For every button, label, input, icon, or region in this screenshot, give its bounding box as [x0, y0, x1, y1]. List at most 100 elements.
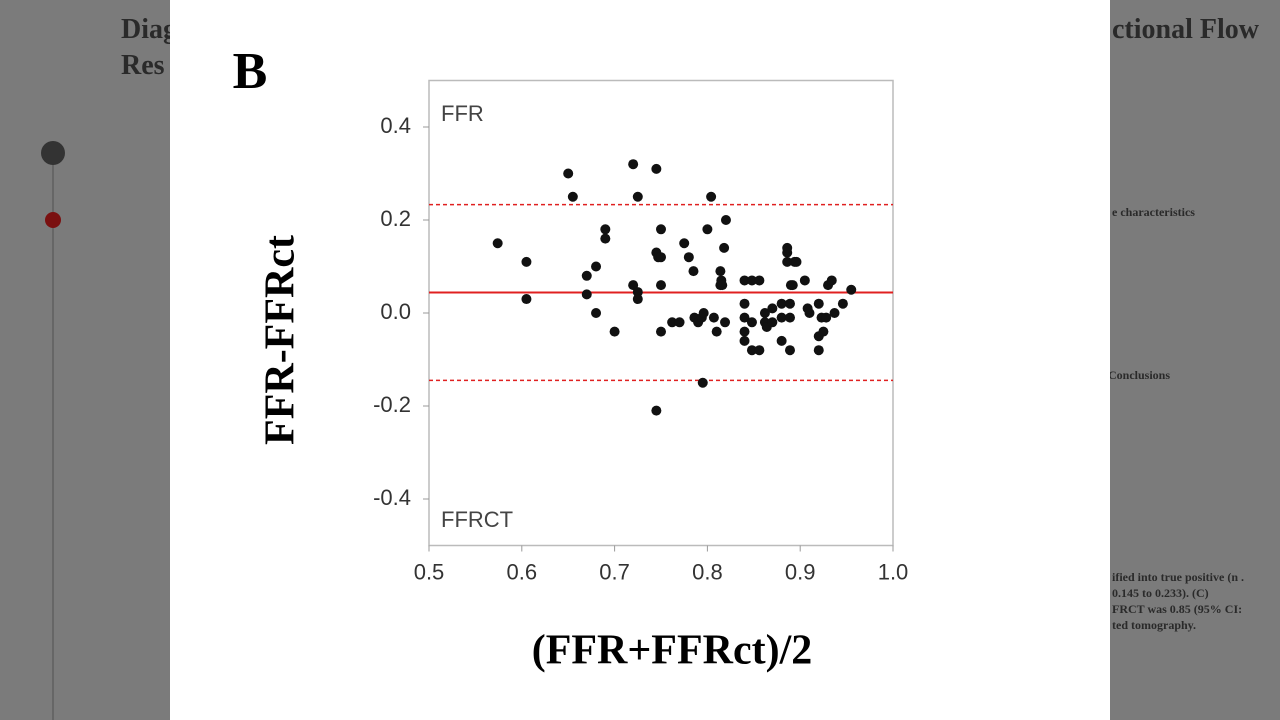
point	[746, 317, 757, 328]
annotation: FFRCT	[441, 507, 513, 532]
point	[791, 256, 802, 267]
point	[521, 294, 532, 305]
point	[818, 326, 829, 337]
point	[829, 308, 840, 318]
annotation: FFR	[441, 101, 484, 126]
point	[739, 312, 750, 323]
point	[739, 335, 750, 346]
x-tick-label: 0.9	[785, 559, 816, 584]
point	[492, 238, 503, 249]
point	[846, 284, 857, 295]
point	[651, 163, 662, 174]
point	[776, 312, 787, 323]
point	[782, 242, 793, 253]
poster-text: FRCT was 0.85 (95% CI:	[1112, 602, 1243, 616]
y-tick-label: 0.4	[380, 113, 411, 138]
point	[581, 270, 592, 281]
point	[563, 168, 574, 179]
y-tick-label: 0.2	[380, 206, 411, 231]
point	[821, 312, 832, 323]
point	[591, 308, 602, 318]
point	[697, 377, 708, 388]
point	[683, 252, 694, 263]
point	[739, 326, 750, 337]
poster-title-right: ctional Flow	[1112, 14, 1259, 45]
point	[656, 280, 666, 291]
x-tick-label: 0.5	[414, 559, 445, 584]
y-tick-label: -0.2	[373, 392, 411, 417]
point	[698, 308, 709, 318]
timeline	[52, 165, 54, 720]
point	[708, 312, 719, 323]
x-tick-label: 0.6	[507, 559, 538, 584]
point	[567, 191, 578, 202]
poster-text: ted tomography.	[1112, 618, 1196, 632]
point	[784, 298, 795, 309]
y-axis-label: FFR-FFRct	[258, 235, 304, 445]
x-tick-label: 0.8	[692, 559, 723, 584]
point	[787, 280, 798, 291]
x-axis-label: (FFR+FFRct)/2	[532, 628, 813, 674]
point	[711, 326, 722, 337]
x-tick-label: 0.7	[599, 559, 630, 584]
chart-panel	[170, 0, 1110, 720]
point	[746, 275, 757, 286]
point	[767, 303, 778, 314]
point	[720, 317, 731, 328]
point	[754, 275, 765, 286]
point	[656, 252, 666, 263]
y-tick-label: 0.0	[380, 299, 411, 324]
point	[813, 298, 824, 309]
point	[632, 287, 643, 298]
point	[715, 266, 726, 277]
point	[702, 224, 713, 235]
point	[656, 326, 666, 337]
point	[739, 298, 750, 309]
point	[656, 224, 666, 235]
point	[679, 238, 690, 249]
point	[632, 294, 643, 305]
poster-table-heading: e characteristics	[1112, 205, 1195, 219]
point	[720, 215, 731, 225]
point	[759, 308, 770, 318]
point	[591, 261, 602, 272]
point	[776, 298, 787, 309]
poster-text: ified into true positive (n .	[1112, 570, 1244, 584]
point	[719, 242, 730, 253]
point	[784, 312, 795, 323]
point	[651, 405, 662, 416]
point	[628, 159, 639, 170]
poster-text: 0.145 to 0.233). (C)	[1112, 586, 1209, 600]
point	[799, 275, 810, 286]
point	[521, 256, 532, 267]
point	[826, 275, 837, 286]
x-tick-label: 1.0	[878, 559, 909, 584]
point	[802, 303, 813, 314]
point	[674, 317, 685, 328]
point	[600, 224, 611, 235]
panel-label: B	[233, 43, 268, 100]
y-tick-label: -0.4	[373, 485, 411, 510]
point	[784, 345, 795, 356]
point	[688, 266, 699, 277]
point	[746, 345, 757, 356]
poster-title-left: Diag	[121, 14, 177, 45]
point	[782, 256, 793, 267]
point	[706, 191, 717, 202]
poster-title-left-2: Res	[121, 50, 165, 81]
point	[667, 317, 678, 328]
point	[754, 345, 765, 356]
poster-conclusions: Conclusions	[1108, 368, 1171, 382]
point	[837, 298, 848, 309]
point	[813, 345, 824, 356]
point	[776, 335, 787, 346]
point	[739, 275, 750, 286]
point	[609, 326, 620, 337]
point	[600, 233, 611, 244]
point	[717, 280, 728, 291]
timeline-dot	[45, 212, 61, 228]
point	[632, 191, 643, 202]
point	[767, 317, 778, 328]
